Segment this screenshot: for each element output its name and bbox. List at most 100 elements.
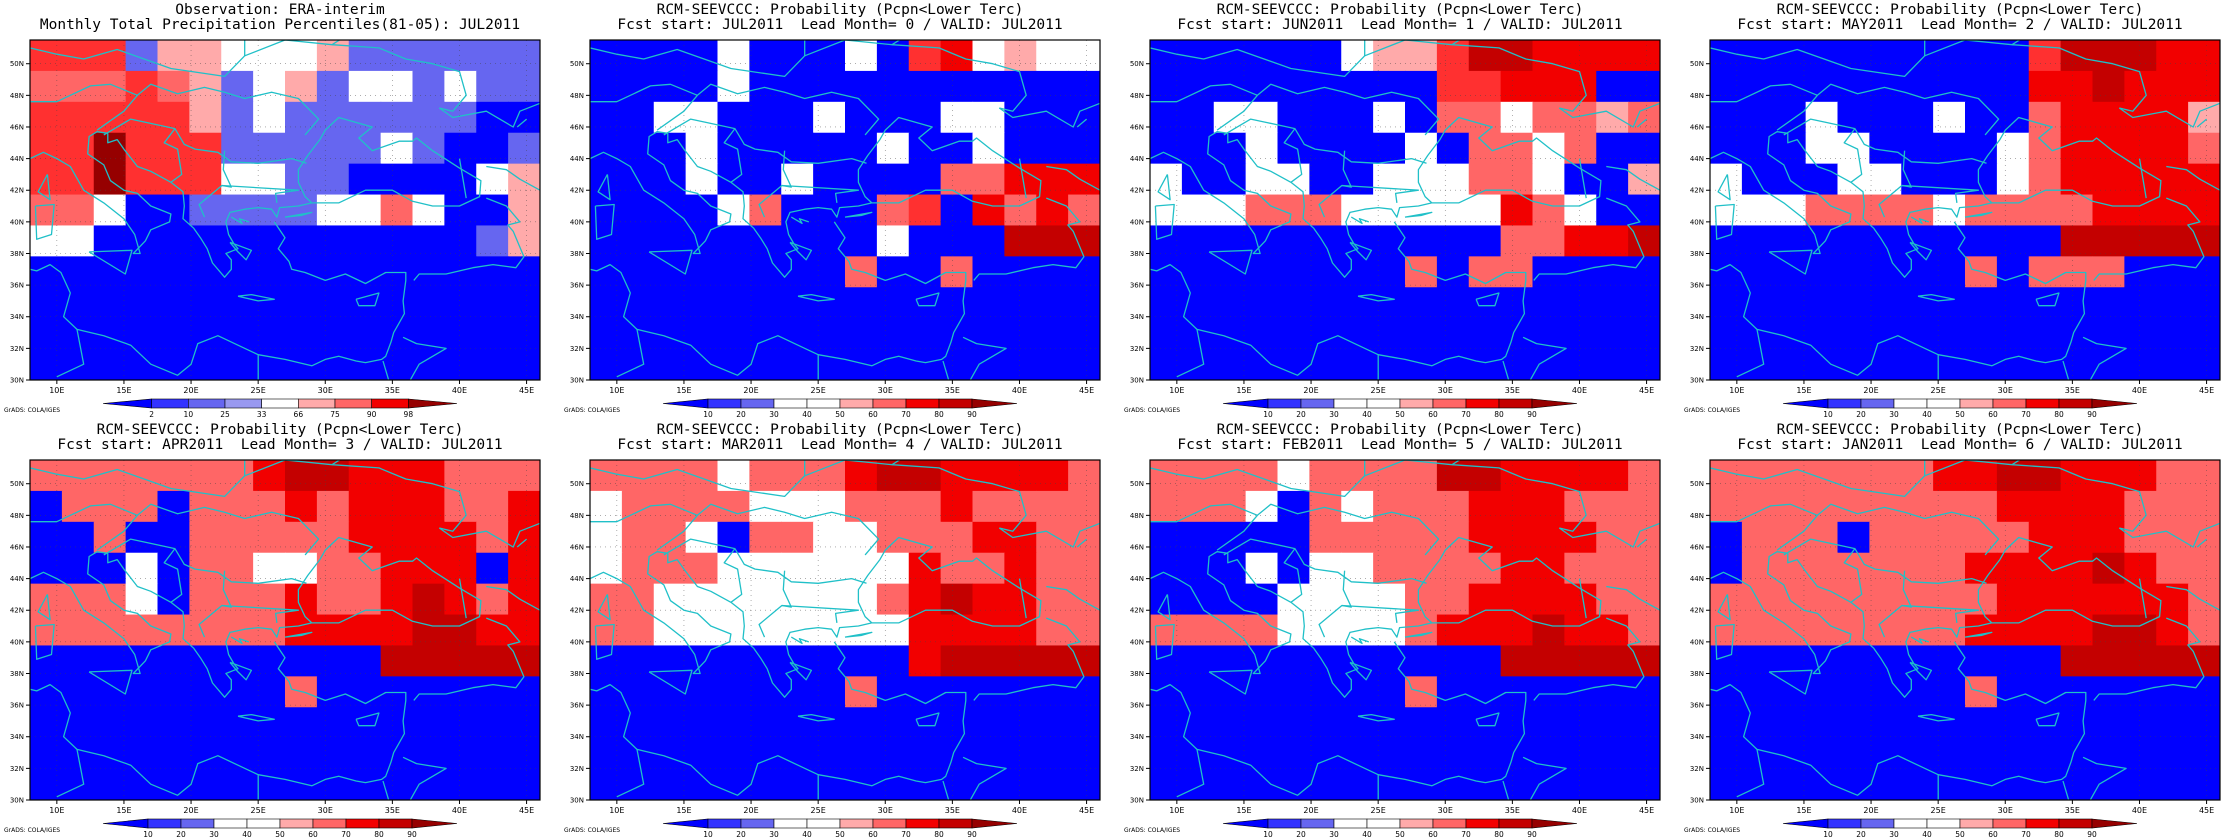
colorbar-segment [1992, 398, 2027, 409]
grid-cell [1277, 40, 1310, 72]
grid-cell [1837, 552, 1870, 585]
grid-cell [1869, 676, 1902, 708]
grid-cell [93, 738, 127, 770]
grid-cell [1596, 287, 1629, 319]
coastline-path [30, 221, 407, 376]
grid-cell [1996, 132, 2030, 165]
coastline-path [1223, 538, 1427, 584]
grid-cell [1869, 256, 1902, 288]
grid-cell [1805, 521, 1839, 554]
grid-cell [813, 101, 846, 134]
colorbar-label: 50 [275, 830, 285, 839]
map-frame [589, 39, 1101, 381]
grid-cell [1805, 132, 1839, 165]
grid-cell [2156, 707, 2189, 739]
grid-cell [30, 101, 63, 134]
grid-cell [972, 552, 1005, 585]
grid-cell [2092, 163, 2125, 196]
colorbar-label: 33 [257, 410, 267, 419]
grid-cell [1500, 132, 1534, 165]
coastline-path [486, 165, 540, 191]
grid-cell [717, 256, 750, 288]
coastline-path [616, 749, 645, 798]
grid-cell [717, 583, 750, 616]
coastline-path [1076, 118, 1088, 128]
grid-cell [1741, 225, 1775, 257]
colorbar-segment [905, 818, 940, 829]
y-tick-label: 50N [10, 60, 24, 68]
grid-cell [189, 287, 222, 319]
precip-grid [30, 460, 540, 800]
grid-cell [2092, 645, 2125, 677]
grid-cell [1996, 552, 2030, 585]
grid-cell [653, 460, 687, 492]
y-tick-label: 32N [10, 765, 24, 773]
coastline-path [1522, 336, 1567, 380]
grid-cell [157, 583, 190, 616]
grid-cell [621, 287, 655, 319]
grid-cell [348, 614, 382, 647]
coastline-path [2196, 118, 2208, 128]
grid-cell [1773, 490, 1807, 523]
grid-cell [2188, 676, 2220, 708]
coastlines [30, 40, 540, 380]
grid-cell [2156, 769, 2189, 800]
grid-cell [1468, 769, 1502, 800]
coastline-path [781, 604, 860, 623]
coastline-path [30, 83, 139, 131]
grid-cell [476, 676, 509, 708]
y-tick-label: 36N [570, 702, 584, 710]
coastline-path [1208, 669, 1253, 695]
colorbar-label: 50 [1955, 830, 1965, 839]
coastline-path [297, 536, 482, 627]
grid-cell [2156, 225, 2189, 257]
y-tick-label: 48N [570, 92, 584, 100]
coastline-path [2035, 712, 2060, 727]
coastline-path [1157, 594, 1171, 621]
coastline-path [30, 40, 246, 78]
colorbar-segment [102, 818, 149, 829]
grid-cell [2156, 614, 2189, 647]
grid-cell [1933, 707, 1966, 739]
grid-cell [157, 40, 190, 72]
grid-cell [1901, 583, 1934, 616]
colorbar-segment [1300, 818, 1335, 829]
x-tick-label: 30E [1998, 806, 2013, 815]
coastline-path [56, 749, 85, 798]
grid-cell [876, 163, 910, 196]
grid-cell [412, 676, 445, 708]
grid-cell [1901, 256, 1934, 288]
grid-cell [1837, 460, 1870, 492]
grid-cell [2060, 552, 2094, 585]
grid-cell [30, 460, 63, 492]
grid-cell [1837, 490, 1870, 523]
x-tick-label: 45E [519, 386, 534, 395]
grid-cell [2156, 194, 2189, 227]
grid-cell [221, 349, 254, 380]
y-tick-label: 46N [570, 543, 584, 551]
grid-cell [2124, 132, 2157, 165]
grid-cell [476, 349, 509, 380]
grid-cell [253, 194, 286, 227]
grid-cell [972, 583, 1005, 616]
colorbar-label: 60 [1428, 830, 1438, 839]
grid-cell [1933, 194, 1966, 227]
grid-cell [1805, 707, 1839, 739]
grid-cell [1710, 583, 1743, 616]
grid-cell [1564, 769, 1597, 800]
grid-cell [1710, 521, 1743, 554]
grid-cell [508, 70, 540, 103]
y-tick-label: 34N [1130, 313, 1144, 321]
grid-cell [1245, 256, 1279, 288]
coastline-path [1357, 293, 1395, 302]
grid-cell [1628, 738, 1660, 770]
grid-cell [1341, 101, 1374, 134]
colorbar-segment [261, 398, 299, 409]
y-tick-label: 44N [10, 155, 24, 163]
grid-cell [1869, 101, 1902, 134]
grid-cell [380, 490, 414, 523]
x-tick-label: 40E [1012, 806, 1027, 815]
coastline-path [696, 503, 880, 556]
grid-cell [2188, 40, 2220, 72]
coastline-path [1157, 174, 1171, 201]
